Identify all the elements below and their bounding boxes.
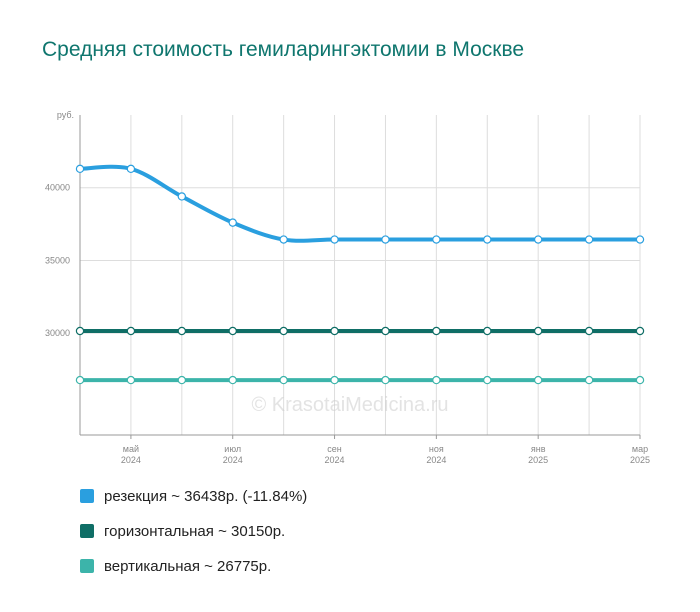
data-point [635,326,645,336]
legend-swatch [80,489,94,503]
data-point [584,326,594,336]
data-point [635,375,645,385]
data-point [279,235,288,244]
data-point [177,326,187,336]
legend-label: вертикальная ~ 26775р. [104,557,272,575]
data-point [483,375,492,385]
data-point [533,326,543,336]
data-point [75,164,85,174]
y-axis-label: руб. [57,110,74,120]
y-tick-label: 35000 [45,255,70,265]
data-point [177,375,187,385]
legend-item-vertical[interactable]: вертикальная ~ 26775р. [80,556,307,576]
legend-item-resection[interactable]: резекция ~ 36438р. (-11.84%) [80,486,307,506]
chart-title: Средняя стоимость гемиларингэктомии в Мо… [42,38,525,61]
x-tick-label: сен 2024 [325,444,345,465]
legend-swatch [80,524,94,538]
data-point [75,375,85,385]
data-point [483,326,492,336]
data-point [330,326,339,336]
legend-label: горизонтальная ~ 30150р. [104,522,286,540]
data-point [177,192,187,201]
series-line [78,164,642,243]
data-point [228,326,237,336]
data-point [126,375,136,385]
legend-label: резекция ~ 36438р. (-11.84%) [104,487,308,505]
x-tick-label: май 2024 [121,444,141,465]
y-tick-label: 30000 [45,328,70,338]
data-point [330,235,339,244]
data-point [635,235,645,244]
data-point [279,375,288,385]
data-point [483,235,492,244]
data-point [381,326,390,336]
data-point [533,375,543,385]
data-point [228,375,237,385]
x-tick-label: ноя 2024 [426,444,446,465]
chart-legend: резекция ~ 36438р. (-11.84%) горизонталь… [80,486,307,591]
data-point [432,326,441,336]
data-point [584,375,594,385]
data-point [228,218,237,227]
x-tick-label: янв 2025 [528,444,548,465]
data-point [330,375,339,385]
x-tick-label: мар 2025 [630,444,650,465]
y-tick-label: 40000 [45,183,70,193]
legend-item-horizontal[interactable]: горизонтальная ~ 30150р. [80,521,307,541]
data-point [533,235,543,244]
data-point [126,326,136,336]
data-point [432,375,441,385]
x-tick-label: июл 2024 [223,444,243,465]
data-point [279,326,288,336]
data-point [75,326,85,336]
data-point [584,235,594,244]
watermark: © KrasotaiMedicina.ru [251,394,448,416]
data-point [381,235,390,244]
data-point [381,375,390,385]
data-point [432,235,441,244]
legend-swatch [80,559,94,573]
data-point [126,164,136,174]
